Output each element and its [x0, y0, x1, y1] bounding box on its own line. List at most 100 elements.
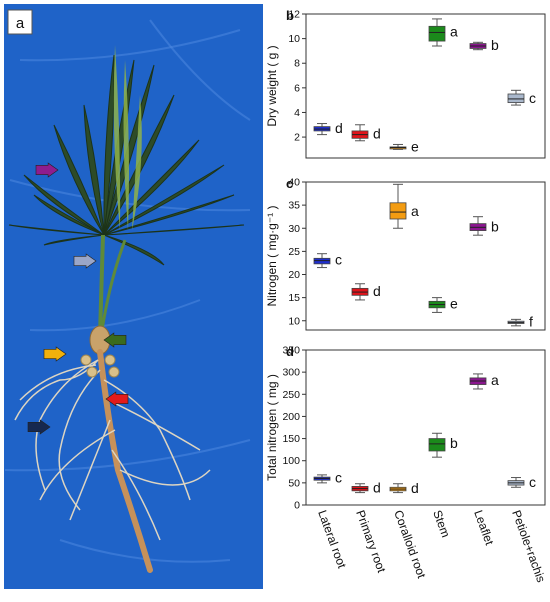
y-tick-label: 20: [288, 269, 300, 281]
chart-panel-d: d 0 50 100 150 200 250 300 350 Total nitrogen ( m…: [265, 344, 546, 512]
significance-letter: a: [450, 23, 458, 39]
panel-label: d: [286, 344, 294, 359]
box-leaflet: a: [469, 372, 499, 390]
significance-letter: d: [335, 120, 343, 136]
x-tick-label: Lateral root: [315, 508, 349, 570]
y-tick-label: 10: [288, 33, 300, 45]
box-stem: e: [428, 296, 458, 313]
y-axis-label: Total nitrogen ( mg ): [265, 374, 279, 481]
significance-letter: c: [529, 474, 536, 490]
significance-letter: b: [450, 435, 458, 451]
y-tick-label: 350: [282, 345, 300, 357]
tarp-fold: [4, 439, 251, 472]
significance-letter: a: [411, 203, 419, 219]
x-tick-label: Leaflet: [471, 508, 497, 547]
box-petiole-rachis: c: [507, 89, 536, 106]
box-coralloid-root: d: [389, 480, 419, 496]
y-tick-label: 50: [288, 477, 300, 489]
coralloid-root: [86, 366, 98, 378]
box-leaflet: b: [469, 37, 499, 53]
lateral-root: [19, 364, 97, 401]
leaf-blade: [8, 224, 105, 236]
stem-arrow: [103, 332, 127, 348]
significance-letter: a: [491, 372, 499, 388]
y-tick-label: 8: [294, 58, 300, 70]
leaf-blade: [43, 234, 105, 246]
y-tick-label: 25: [288, 246, 300, 258]
leaf-blade: [83, 104, 105, 236]
plot-frame: [305, 13, 546, 159]
x-tick-label: Stem: [430, 508, 453, 539]
leaf-blade: [103, 54, 115, 236]
box-primary-root: d: [351, 124, 381, 142]
young-leaf: [113, 45, 121, 230]
coralloid-root: [108, 366, 120, 378]
box-lateral-root: c: [313, 252, 342, 269]
plot-frame: [305, 349, 546, 506]
leaf-blade: [33, 194, 105, 236]
chart-panel-c: c 10 15 20 25 30 35 40 Nitrogen ( mg·g⁻¹ ) c d a e b f: [265, 176, 546, 331]
y-tick-label: 100: [282, 455, 300, 467]
leaves: [8, 45, 245, 266]
box-petiole-rachis: c: [507, 474, 536, 490]
x-tick-label: Petiole+rachis: [509, 508, 548, 584]
significance-letter: d: [373, 283, 381, 299]
y-tick-label: 0: [294, 500, 300, 512]
panel-label: c: [286, 176, 293, 191]
young-leaf: [123, 60, 129, 230]
leaf-blade: [103, 224, 245, 236]
significance-letter: d: [411, 480, 419, 496]
y-tick-label: 2: [294, 132, 300, 144]
petiole: [98, 234, 105, 336]
box-lateral-root: c: [313, 469, 342, 485]
significance-letter: b: [491, 218, 499, 234]
significance-letter: c: [529, 90, 536, 106]
tarp-fold: [149, 19, 251, 121]
significance-letter: b: [491, 37, 499, 53]
significance-letter: e: [450, 296, 458, 312]
petiole-rachis-arrow: [73, 253, 97, 269]
box-lateral-root: d: [313, 120, 343, 136]
y-tick-label: 150: [282, 433, 300, 445]
lateral-root: [107, 399, 201, 451]
y-tick-label: 300: [282, 367, 300, 379]
y-axis-label: Nitrogen ( mg·g⁻¹ ): [265, 205, 279, 306]
leaf-blade: [103, 164, 225, 236]
lateral-root: [69, 419, 111, 521]
charts: b 2 4 6 8 10 12 Dry weight ( g ) d d e a b c c 10 15 20 25…: [265, 8, 548, 584]
tarp-fold: [29, 299, 201, 332]
y-tick-label: 200: [282, 411, 300, 423]
tarp-background: [4, 4, 263, 589]
box-petiole-rachis: f: [507, 314, 533, 330]
plant-photo: a: [4, 4, 263, 589]
coralloid-root-arrow: [43, 346, 67, 362]
lateral-root-arrow: [27, 419, 51, 435]
box-stem: b: [428, 432, 458, 458]
significance-letter: f: [529, 314, 533, 330]
y-tick-label: 35: [288, 200, 300, 212]
box-iqr: [389, 202, 407, 220]
box-coralloid-root: a: [389, 183, 419, 229]
lateral-root: [111, 449, 161, 541]
box-stem: a: [428, 18, 458, 47]
leaf-blade: [23, 174, 105, 236]
x-tick-label: Coralloid root: [391, 508, 429, 580]
coralloid-root: [104, 354, 116, 366]
y-tick-label: 15: [288, 292, 300, 304]
lateral-root: [119, 469, 211, 486]
tarp-fold: [19, 29, 241, 62]
plot-frame: [305, 181, 546, 331]
y-tick-label: 250: [282, 389, 300, 401]
chart-panel-b: b 2 4 6 8 10 12 Dry weight ( g ) d d e a b c: [265, 8, 546, 159]
leaf-blade: [103, 194, 235, 236]
significance-letter: c: [335, 252, 342, 268]
petiole: [100, 239, 127, 331]
box-primary-root: d: [351, 283, 381, 301]
x-axis-categories: Lateral root Primary root Coralloid root St…: [315, 508, 548, 584]
box-iqr: [428, 438, 446, 452]
significance-letter: d: [373, 480, 381, 496]
panel-label: b: [286, 8, 294, 23]
x-tick-label: Primary root: [353, 508, 389, 575]
